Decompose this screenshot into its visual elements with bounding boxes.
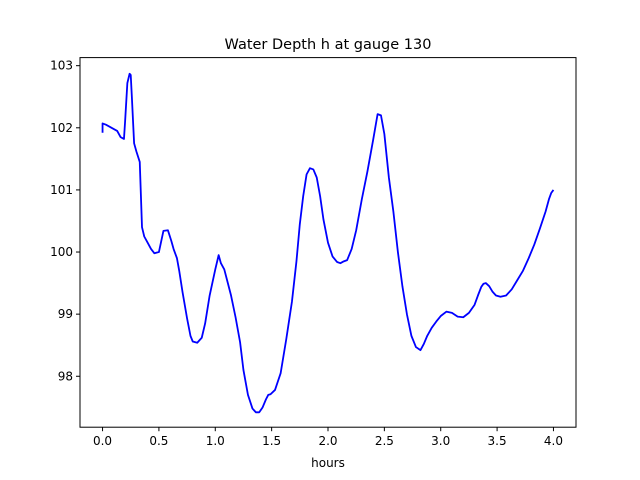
y-tick-label: 99	[58, 307, 73, 321]
x-tick-label: 3.0	[431, 434, 450, 448]
y-axis-ticks: 98 99 100 101 102 103	[50, 59, 80, 383]
y-tick-label: 101	[50, 183, 73, 197]
plot-area	[101, 72, 555, 414]
x-tick-label: 2.0	[318, 434, 337, 448]
series-line-0	[101, 72, 555, 414]
y-tick-label: 100	[50, 245, 73, 259]
chart-title: Water Depth h at gauge 130	[225, 37, 432, 53]
x-tick-label: 2.5	[375, 434, 394, 448]
x-tick-label: 0.5	[149, 434, 168, 448]
x-axis-ticks: 0.0 0.5 1.0 1.5 2.0 2.5 3.0 3.5 4.0	[93, 427, 563, 448]
x-tick-label: 3.5	[488, 434, 507, 448]
y-tick-label: 102	[50, 121, 73, 135]
x-axis-label: hours	[311, 456, 345, 470]
y-tick-label: 98	[58, 369, 73, 383]
x-tick-label: 0.0	[93, 434, 112, 448]
axes-frame	[79, 57, 577, 428]
y-tick-label: 103	[50, 59, 73, 73]
x-tick-label: 4.0	[544, 434, 563, 448]
x-tick-label: 1.5	[262, 434, 281, 448]
x-tick-label: 1.0	[206, 434, 225, 448]
